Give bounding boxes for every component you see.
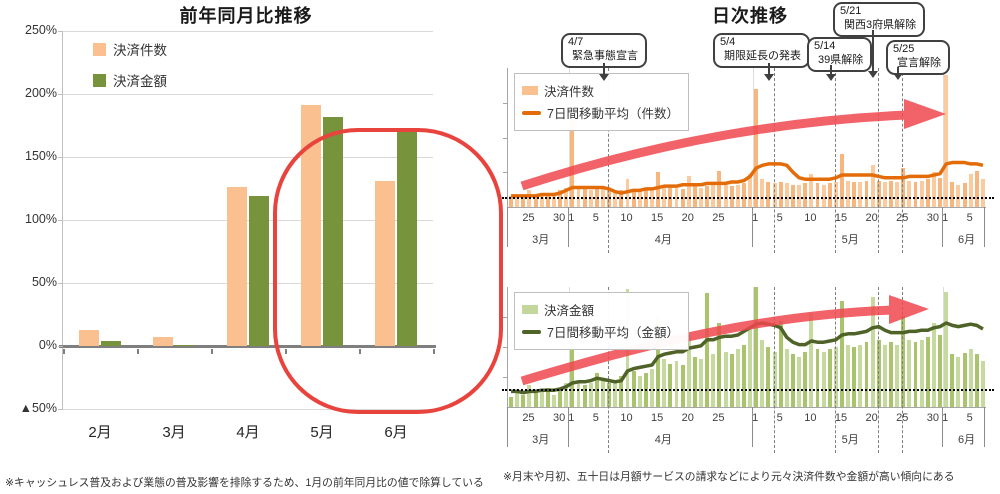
reference-baseline [502, 197, 994, 200]
annotation-arrow-icon [893, 67, 903, 80]
daily-panel: 日次推移 4/7 緊急事態宣言 5/4 期限延長の発表 5/14 39県解除 5… [500, 0, 1000, 494]
annotation-arrow-icon [599, 63, 609, 81]
amount-swatch [93, 73, 106, 87]
daily-amount-plot: 決済金額 7日間移動平均（金額） [502, 287, 994, 408]
daily-count-legend: 決済件数 7日間移動平均（件数） [514, 73, 689, 131]
annotation-kansai-lifted: 5/21 関西3府県解除 [833, 2, 926, 37]
daily-count-plot: 決済件数 7日間移動平均（件数） [502, 68, 994, 208]
daily-footnote: ※月末や月初、五十日は月額サービスの請求などにより元々決済件数や金額が高い傾向に… [503, 471, 955, 483]
annotation-arrow-icon [868, 30, 878, 78]
annotation-arrow-icon [764, 63, 774, 81]
count-moving-average-line [508, 68, 986, 207]
amount-bar-swatch [522, 305, 538, 314]
legend-item-amount: 決済金額 [93, 70, 167, 90]
annotation-declaration-lifted: 5/25 宣言解除 [886, 40, 950, 75]
trend-arrow-icon [520, 99, 946, 191]
yoy-panel: 前年同月比推移 決済件数 決済金額 250% 200% 150% 100% 50% 0% ▲… [5, 6, 503, 489]
legend-label: 決済件数 [113, 43, 167, 58]
trend-arrow-icon [520, 295, 929, 386]
legend-item-count: 決済件数 [93, 39, 167, 59]
count-bar-swatch [522, 86, 538, 95]
daily-chart-title: 日次推移 [712, 6, 788, 26]
yoy-bar-chart: 決済件数 決済金額 250% 200% 150% 100% 50% 0% ▲50% 2月 3月 4… [20, 23, 503, 441]
yoy-legend: 決済件数 決済金額 [93, 39, 167, 101]
legend-label: 決済金額 [113, 74, 167, 89]
annotation-extension-announced: 5/4 期限延長の発表 [713, 33, 810, 68]
annotation-arrow-icon [826, 65, 836, 81]
daily-amount-x-axis: 25 30 1 5 10 15 20 25 1 5 10 15 20 25 30 1 5 3月 4月 5月 6月 [507, 407, 985, 453]
annotation-39-prefectures-lifted: 5/14 39県解除 [807, 37, 873, 72]
annotation-emergency-declaration: 4/7 緊急事態宣言 [561, 33, 647, 68]
daily-count-chart: 決済件数 7日間移動平均（件数） 25 30 1 5 10 15 20 25 1 5 10 15 20 2… [502, 68, 994, 253]
count-line-swatch [522, 110, 541, 115]
daily-count-x-axis: 25 30 1 5 10 15 20 25 1 5 10 15 20 25 30 1 5 3月 4月 5月 6月 [507, 207, 985, 253]
count-swatch [93, 42, 106, 56]
reference-baseline [502, 389, 994, 391]
event-dashed-lines [507, 287, 985, 453]
yoy-chart-title: 前年同月比推移 [179, 6, 313, 26]
amount-line-swatch [522, 329, 541, 334]
daily-amount-chart: 決済金額 7日間移動平均（金額） 25 30 1 5 10 15 20 25 1 5 10 15 20 2… [502, 287, 994, 453]
daily-amount-legend: 決済金額 7日間移動平均（金額） [514, 292, 689, 350]
yoy-footnote: ※キャッシュレス普及および業態の普及影響を排除するため、1月の前年同月比の値で除… [5, 477, 484, 489]
